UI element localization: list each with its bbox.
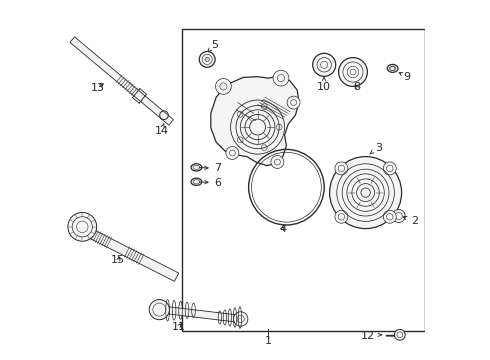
Text: 7: 7 <box>215 163 221 173</box>
Circle shape <box>394 329 405 340</box>
Circle shape <box>205 57 209 62</box>
Text: 13: 13 <box>90 83 104 93</box>
Circle shape <box>392 210 405 222</box>
Text: 10: 10 <box>317 77 330 93</box>
Text: 12: 12 <box>361 330 375 341</box>
Text: 4: 4 <box>279 224 286 234</box>
Circle shape <box>233 312 248 326</box>
Circle shape <box>271 156 284 168</box>
Circle shape <box>273 70 289 86</box>
Polygon shape <box>162 306 238 322</box>
Polygon shape <box>70 37 173 125</box>
Text: 14: 14 <box>154 123 169 136</box>
Circle shape <box>383 210 396 223</box>
Bar <box>182 29 425 331</box>
Circle shape <box>199 51 215 67</box>
Circle shape <box>313 53 336 76</box>
Circle shape <box>226 147 239 159</box>
Ellipse shape <box>191 164 202 171</box>
Text: 2: 2 <box>403 216 418 226</box>
Text: 1: 1 <box>265 336 272 346</box>
Polygon shape <box>68 219 179 282</box>
Text: 6: 6 <box>215 177 221 188</box>
Text: 5: 5 <box>208 40 218 51</box>
Circle shape <box>216 78 231 94</box>
Text: 8: 8 <box>353 82 360 92</box>
Circle shape <box>68 212 97 241</box>
Ellipse shape <box>387 64 398 72</box>
Text: 9: 9 <box>399 72 411 82</box>
Ellipse shape <box>191 178 202 185</box>
Circle shape <box>149 300 170 320</box>
Circle shape <box>339 58 368 86</box>
Circle shape <box>335 210 348 223</box>
Text: 3: 3 <box>370 143 382 154</box>
Circle shape <box>335 162 348 175</box>
Circle shape <box>383 162 396 175</box>
Circle shape <box>287 96 300 109</box>
Text: 15: 15 <box>111 255 125 265</box>
Circle shape <box>330 157 402 229</box>
Polygon shape <box>211 76 299 166</box>
Text: 11: 11 <box>172 322 185 332</box>
